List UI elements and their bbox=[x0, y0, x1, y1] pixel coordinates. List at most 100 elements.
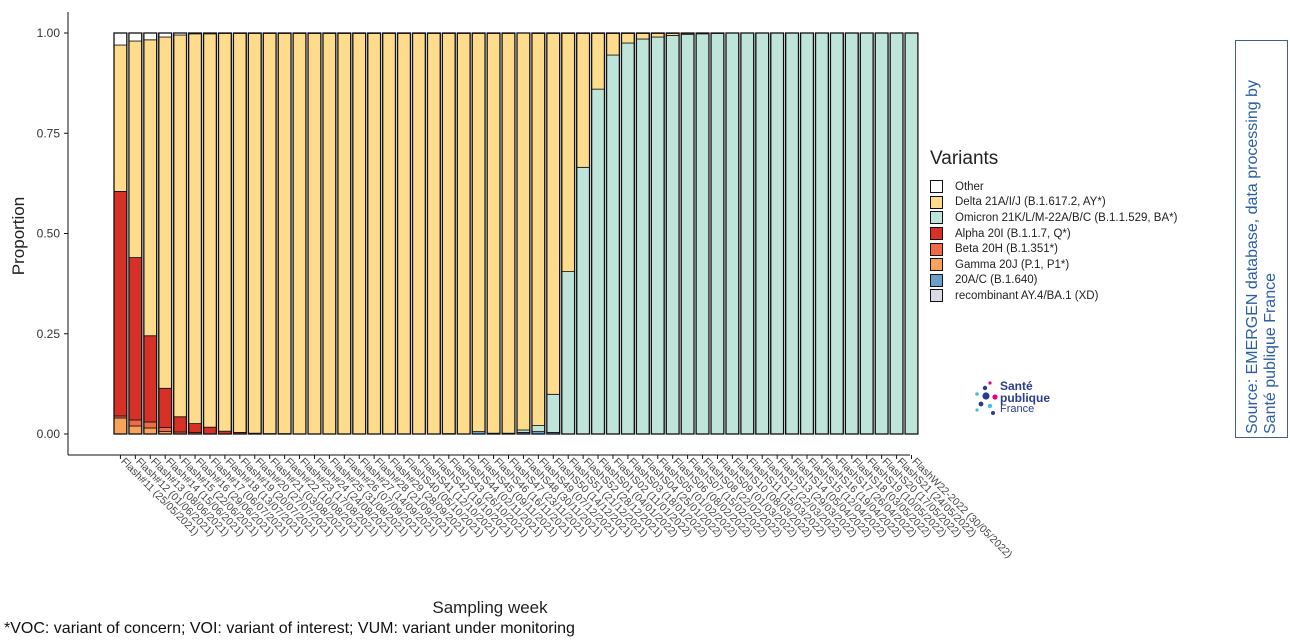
bar-segment bbox=[412, 33, 426, 435]
bar-segment bbox=[785, 32, 799, 435]
bar-segment bbox=[113, 190, 128, 417]
y-tick-label: 0.75 bbox=[37, 126, 61, 140]
bar-segment bbox=[158, 427, 173, 432]
bar-segment bbox=[113, 32, 128, 46]
bar-segment bbox=[277, 33, 292, 434]
bar-segment bbox=[128, 40, 143, 258]
bar-outline bbox=[650, 32, 665, 435]
bar-segment bbox=[471, 33, 486, 432]
bar-outline bbox=[113, 32, 128, 435]
legend-swatch bbox=[930, 258, 943, 272]
bar-segment bbox=[128, 425, 143, 435]
source-text: Source: EMERGEN database, data processin… bbox=[1243, 80, 1279, 434]
bar-outline bbox=[680, 32, 695, 435]
bar-outline bbox=[561, 32, 576, 435]
bar-outline bbox=[590, 32, 606, 435]
legend-swatch bbox=[930, 273, 943, 287]
bar-outline bbox=[292, 32, 307, 435]
bar-outline bbox=[844, 32, 859, 435]
legend-item: Beta 20H (B.1.351*) bbox=[930, 241, 1250, 257]
logo-text-france: France bbox=[1000, 403, 1035, 415]
legend-label: Omicron 21K/L/M-22A/B/C (B.1.1.529, BA*) bbox=[955, 211, 1178, 224]
legend-items: Other Delta 21A/I/J (B.1.617.2, AY*) Omicr… bbox=[930, 179, 1250, 304]
bar-outline bbox=[605, 32, 621, 435]
legend-swatch bbox=[930, 180, 943, 194]
bar-segment bbox=[889, 32, 904, 435]
legend: Variants Other Delta 21A/I/J (B.1.617.2, … bbox=[930, 148, 1250, 304]
bar-outline bbox=[202, 32, 218, 435]
bar-segment bbox=[128, 419, 143, 427]
bar-outline bbox=[546, 32, 561, 435]
bar-segment bbox=[576, 166, 590, 435]
bar-outline bbox=[426, 32, 441, 435]
bar-segment bbox=[665, 35, 680, 435]
y-tick-label: 0.00 bbox=[37, 427, 61, 441]
bar-segment bbox=[636, 33, 650, 40]
bar-segment bbox=[247, 33, 262, 434]
legend-label: Alpha 20I (B.1.1.7, Q*) bbox=[955, 227, 1071, 240]
bar-segment bbox=[859, 32, 874, 435]
bar-segment bbox=[591, 88, 605, 435]
bar-outline bbox=[217, 32, 232, 435]
bar-segment bbox=[606, 54, 620, 435]
bar-outline bbox=[665, 32, 680, 435]
bar-segment bbox=[173, 416, 187, 433]
logo-dots-icon bbox=[975, 381, 998, 415]
bar-segment bbox=[486, 33, 501, 434]
bar-segment bbox=[143, 421, 158, 429]
bar-segment bbox=[441, 33, 456, 434]
bar-outline bbox=[128, 32, 143, 435]
legend-label: Delta 21A/I/J (B.1.617.2, AY*) bbox=[955, 196, 1106, 209]
footnote: *VOC: variant of concern; VOI: variant o… bbox=[4, 620, 575, 637]
bar-segment bbox=[188, 423, 202, 433]
bar-segment bbox=[830, 32, 844, 435]
bar-outline bbox=[755, 32, 770, 435]
legend-item: Omicron 21K/L/M-22A/B/C (B.1.1.529, BA*) bbox=[930, 210, 1250, 226]
bar-outline bbox=[770, 32, 785, 435]
bar-outline bbox=[277, 32, 292, 435]
bar-outline bbox=[441, 32, 456, 435]
bar-segment bbox=[158, 387, 173, 428]
bar-segment bbox=[576, 33, 590, 168]
bar-outline bbox=[710, 32, 725, 435]
bar-segment bbox=[531, 425, 546, 432]
bar-segment bbox=[650, 36, 665, 435]
bar-outline bbox=[262, 32, 277, 435]
bar-segment bbox=[158, 36, 173, 389]
bar-outline bbox=[322, 32, 337, 435]
bar-outline bbox=[352, 32, 367, 435]
bar-segment bbox=[874, 32, 889, 435]
legend-swatch bbox=[930, 211, 943, 225]
bar-segment bbox=[337, 33, 352, 435]
bar-segment bbox=[397, 33, 411, 435]
logo-text-sante: Santé bbox=[1000, 379, 1033, 393]
bar-segment bbox=[591, 33, 605, 90]
bar-segment bbox=[113, 44, 128, 192]
legend-item: Gamma 20J (P.1, P1*) bbox=[930, 257, 1250, 273]
legend-swatch bbox=[930, 289, 943, 303]
bar-segment bbox=[516, 32, 531, 431]
bar-segment bbox=[710, 33, 725, 435]
bar-segment bbox=[606, 33, 620, 56]
bar-segment bbox=[800, 32, 814, 435]
bar-segment bbox=[740, 32, 755, 435]
bar-segment bbox=[621, 42, 635, 435]
bar-outline bbox=[859, 32, 874, 435]
bar-outline bbox=[158, 32, 173, 435]
legend-swatch bbox=[930, 227, 943, 241]
legend-item: Other bbox=[930, 179, 1250, 195]
legend-title: Variants bbox=[930, 148, 999, 169]
legend-label: Other bbox=[955, 180, 984, 193]
bar-segment bbox=[143, 32, 158, 41]
bar-segment bbox=[128, 32, 143, 42]
bar-outline bbox=[307, 32, 322, 435]
bar-outline bbox=[382, 32, 397, 435]
bar-outline bbox=[232, 32, 247, 435]
bar-segment bbox=[262, 33, 277, 434]
bar-outline bbox=[904, 32, 919, 435]
bar-segment bbox=[546, 33, 561, 395]
bar-outline bbox=[367, 32, 382, 435]
bar-segment bbox=[755, 32, 770, 435]
bar-segment bbox=[501, 33, 516, 434]
bar-outline bbox=[396, 32, 412, 435]
